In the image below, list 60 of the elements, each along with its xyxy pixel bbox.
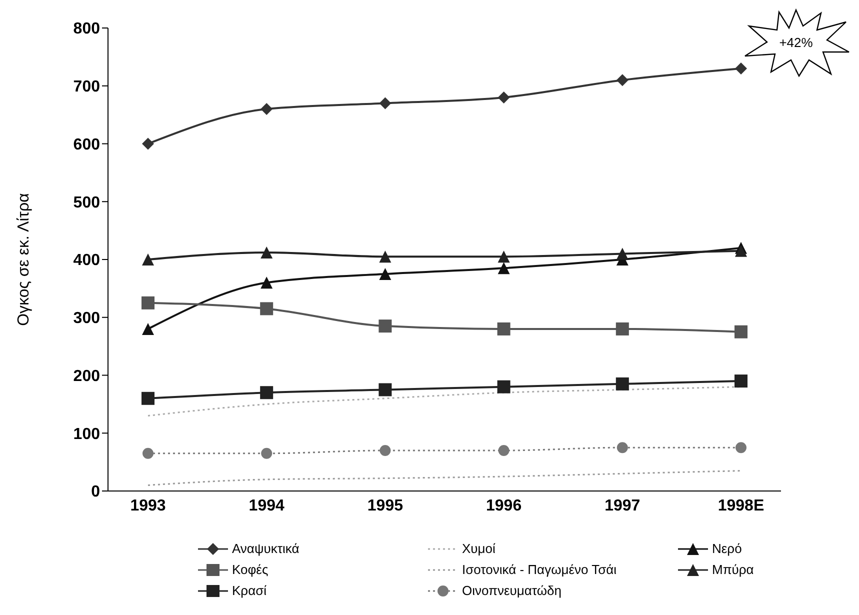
point [498,91,510,104]
point [378,320,392,333]
point [498,262,510,274]
y-tick-label: 200 [73,368,100,385]
annotation: +42% [778,35,814,50]
point [260,103,273,116]
point [260,302,274,316]
x-tick-label: 1998E [718,497,764,514]
y-tick-label: 800 [73,20,100,38]
point [378,383,392,396]
point [616,442,628,454]
y-tick-label: 500 [73,194,100,212]
x-tick-label: 1993 [130,497,166,514]
point [260,386,274,400]
point [498,250,510,263]
point [734,325,748,338]
y-tick-label: 600 [73,136,100,154]
point [735,62,747,75]
point [142,392,154,405]
legend-label: Μπύρα [712,562,754,577]
point [616,377,629,390]
legend-label: Νερό [712,541,742,556]
point [379,268,392,280]
x-tick-label: 1996 [486,497,522,514]
legend-label: Χυμοί [462,541,496,556]
point [260,246,273,259]
legend-label: Οινοπνευματώδη [462,583,562,598]
legend-label: Κοφές [232,562,268,577]
line-series [147,470,742,486]
x-tick-label: 1995 [367,497,404,514]
point [142,254,154,266]
y-tick-label: 400 [73,252,100,270]
point [498,444,510,456]
point [616,248,628,260]
legend-label: Κρασί [232,583,266,598]
point [497,322,510,336]
point [142,322,154,335]
legend-label: Ισοτονικά - Παγωμένο Τσάι [462,562,617,577]
point [736,442,746,454]
y-tick-label: 0 [91,484,100,501]
point [616,322,629,336]
point [734,374,748,388]
point [735,244,747,257]
point [142,138,154,150]
y-axis-title: Ογκος σε εκ. Λίτρα [16,193,33,326]
point [497,380,510,394]
x-tick-label: 1994 [248,497,284,514]
point [260,276,273,289]
point [142,448,154,459]
point [142,296,154,310]
point [261,448,272,459]
y-tick-label: 700 [73,78,100,96]
point [616,74,628,86]
x-tick-label: 1997 [604,497,640,514]
point [379,97,392,110]
point [379,250,392,263]
point [380,444,391,456]
y-tick-label: 300 [73,310,100,328]
y-tick-label: 100 [73,426,100,443]
legend-label: Αναψυκτικά [232,541,300,556]
